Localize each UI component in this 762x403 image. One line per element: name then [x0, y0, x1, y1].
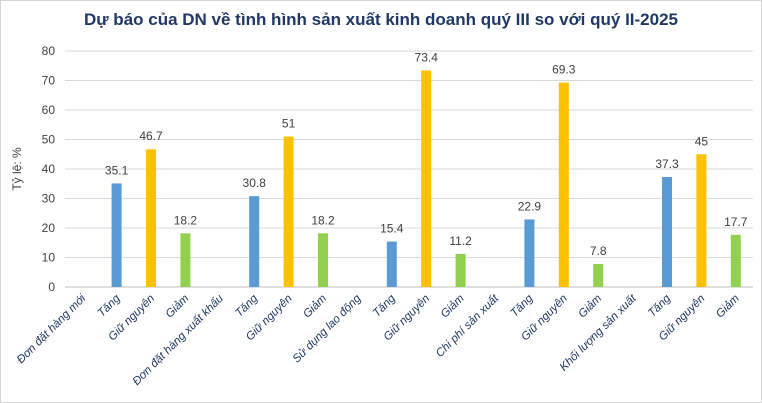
bar — [249, 196, 260, 287]
chart-title: Dự báo của DN về tình hình sản xuất kinh… — [84, 10, 678, 29]
data-label: 17.7 — [724, 215, 748, 229]
y-tick-label: 30 — [42, 192, 56, 206]
bar — [696, 154, 707, 287]
bar — [730, 234, 741, 287]
bar — [455, 253, 466, 287]
data-label: 30.8 — [243, 176, 267, 190]
data-label: 73.4 — [415, 50, 439, 64]
y-tick-label: 20 — [42, 221, 56, 235]
bar — [662, 176, 672, 287]
data-label: 18.2 — [311, 213, 335, 227]
y-tick-label: 80 — [42, 44, 56, 58]
data-label: 46.7 — [139, 129, 163, 143]
x-tick-label: Giảm — [164, 292, 192, 320]
y-tick-label: 10 — [42, 251, 56, 265]
x-tick-label: Tăng — [646, 292, 673, 319]
bar — [283, 136, 294, 287]
x-group-label: Chi phí sản xuất — [434, 292, 502, 360]
data-label: 11.2 — [449, 234, 472, 248]
x-tick-label: Giảm — [439, 292, 467, 320]
data-label: 69.3 — [552, 63, 576, 77]
bar — [421, 70, 432, 287]
x-tick-label: Giảm — [714, 292, 742, 320]
bar — [558, 82, 569, 287]
data-label: 37.3 — [655, 157, 679, 171]
x-tick-label: Tăng — [508, 292, 535, 319]
bar — [180, 233, 191, 287]
x-tick-label: Giảm — [576, 292, 604, 320]
data-label: 51 — [282, 117, 296, 131]
y-tick-label: 40 — [42, 162, 56, 176]
data-label: 45 — [695, 134, 709, 148]
bar — [111, 183, 122, 287]
x-tick-label: Tăng — [96, 292, 123, 319]
bar — [593, 263, 604, 287]
x-tick-label: Tăng — [233, 292, 260, 319]
x-tick-label: Giảm — [301, 292, 329, 320]
bar — [318, 233, 328, 287]
bar — [386, 241, 397, 287]
y-axis-label: Tỷ lệ: % — [10, 147, 24, 191]
y-tick-label: 60 — [42, 103, 56, 117]
x-group-label: Đơn đặt hàng mới — [15, 292, 89, 366]
data-label: 15.4 — [380, 222, 404, 236]
y-tick-label: 0 — [48, 280, 55, 294]
bar — [146, 149, 156, 287]
y-tick-label: 50 — [42, 133, 56, 147]
x-tick-label: Tăng — [371, 292, 398, 319]
data-label: 35.1 — [105, 163, 129, 177]
data-label: 7.8 — [590, 244, 607, 258]
x-group-label: Sử dụng lao động — [291, 292, 364, 365]
y-tick-label: 70 — [42, 74, 56, 88]
bar — [524, 219, 535, 287]
data-label: 22.9 — [518, 199, 542, 213]
data-label: 18.2 — [174, 213, 198, 227]
